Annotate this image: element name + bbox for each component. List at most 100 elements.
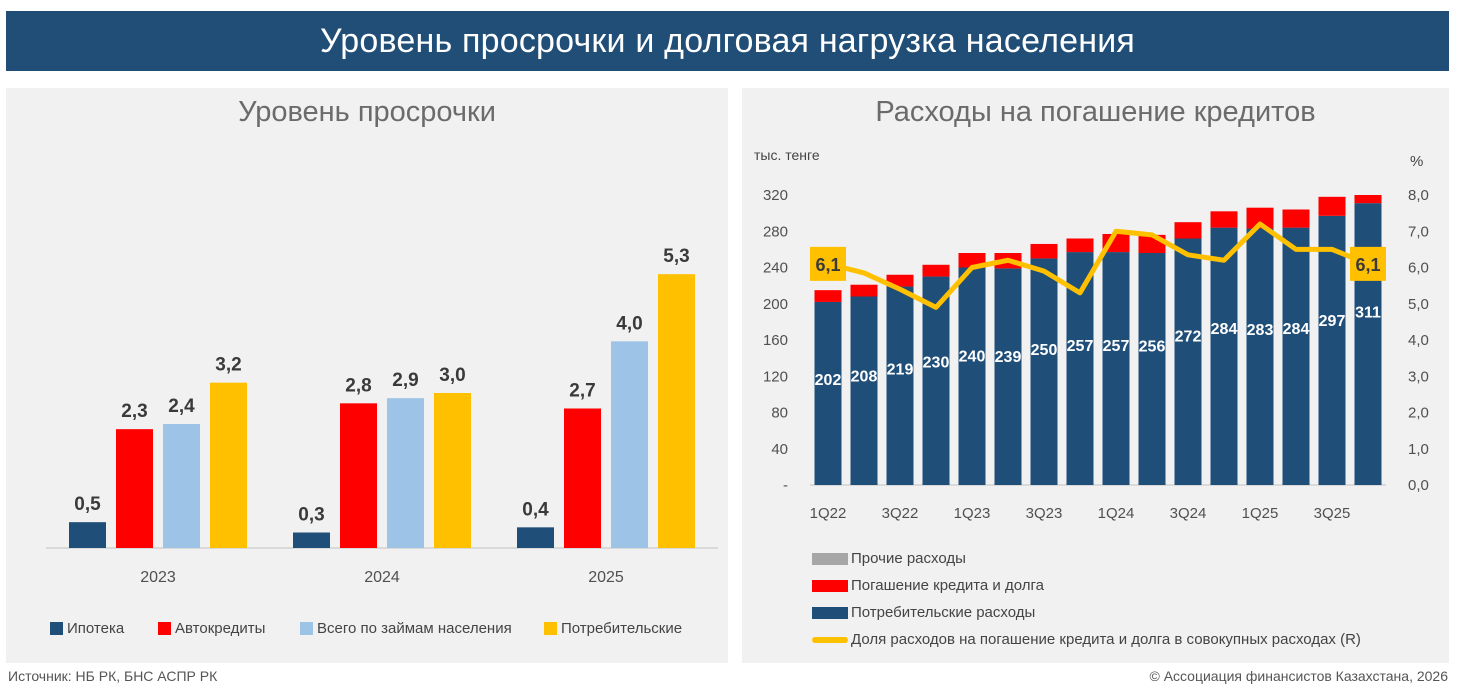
overdue-chart: 0,5 2,3 2,4 3,2 2023 0,3 2,8 2,9 3,0 2024 0,4 2,7 4,… [46, 246, 718, 586]
bar-2024-3 [434, 393, 471, 548]
y-tick-left: - [783, 477, 788, 494]
legend-label: Всего по займам населения [317, 620, 512, 637]
page-title: Уровень просрочки и долговая нагрузка на… [319, 21, 1135, 60]
bar-debt-4Q22 [922, 264, 950, 277]
bar-2024-2 [387, 398, 424, 548]
data-label: 0,4 [522, 499, 549, 520]
data-label: 2,4 [168, 396, 195, 417]
legend-swatch-total [300, 622, 313, 635]
bar-consumer-2Q25 [1282, 227, 1310, 485]
legend-item-mortgage: Ипотека [50, 620, 124, 637]
bar-debt-4Q25 [1354, 195, 1382, 204]
bar-debt-3Q23 [1030, 243, 1058, 259]
x-tick-label: 1Q25 [1242, 505, 1279, 522]
bar-debt-1Q25 [1246, 207, 1274, 229]
y-tick-right: 3,0 [1408, 368, 1429, 385]
y-tick-left: 280 [763, 223, 788, 240]
bar-consumer-3Q22 [886, 286, 914, 485]
legend-item-consumer-spending: Потребительские расходы [812, 604, 1035, 621]
bar-value-label: 219 [887, 361, 914, 378]
y-tick-left: 200 [763, 296, 788, 313]
y-tick-right: 0,0 [1408, 477, 1429, 494]
y-tick-left: 240 [763, 260, 788, 277]
x-tick-label: 2024 [364, 569, 400, 586]
bar-consumer-1Q24 [1102, 252, 1130, 485]
bar-debt-1Q22 [814, 290, 842, 302]
bar-consumer-2Q24 [1138, 253, 1166, 485]
page-header: Уровень просрочки и долговая нагрузка на… [6, 11, 1449, 71]
bar-2023-0 [69, 522, 106, 548]
legend-label: Потребительские расходы [851, 604, 1036, 621]
bar-value-label: 257 [1067, 338, 1094, 355]
data-label: 0,5 [74, 494, 101, 515]
bar-value-label: 297 [1319, 313, 1346, 330]
repayment-chart: тыс. тенге % - 40 80 120 160 200 240 280 320 0,0 1,0… [754, 147, 1429, 522]
legend-item-debt: Погашение кредита и долга [812, 577, 1044, 594]
bar-debt-3Q25 [1318, 196, 1346, 216]
x-tick-label: 3Q25 [1314, 505, 1351, 522]
legend-label: Погашение кредита и долга [851, 577, 1044, 594]
x-tick-label: 1Q24 [1098, 505, 1135, 522]
bar-2023-1 [116, 429, 153, 548]
bar-debt-4Q24 [1210, 211, 1238, 228]
legend-swatch-consumer-spending [812, 606, 848, 619]
y-tick-left: 320 [763, 187, 788, 204]
bar-consumer-1Q25 [1246, 228, 1274, 485]
bar-consumer-3Q23 [1030, 258, 1058, 485]
y-axis-title-right: % [1410, 153, 1423, 170]
bar-consumer-3Q24 [1174, 238, 1202, 485]
bar-2025-1 [564, 408, 601, 548]
data-label: 5,3 [663, 246, 689, 267]
x-tick-label: 1Q23 [954, 505, 991, 522]
legend-item-share-line: Доля расходов на погашение кредита и дол… [812, 631, 1361, 648]
bar-value-label: 240 [959, 348, 986, 365]
legend-label: Доля расходов на погашение кредита и дол… [851, 631, 1361, 648]
y-tick-right: 6,0 [1408, 260, 1429, 277]
bar-consumer-2Q23 [994, 268, 1022, 485]
bar-debt-3Q24 [1174, 222, 1202, 239]
x-tick-label: 1Q22 [810, 505, 847, 522]
bar-consumer-4Q25 [1354, 203, 1382, 485]
data-label: 2,7 [569, 381, 595, 402]
bar-consumer-4Q22 [922, 276, 950, 485]
bar-value-label: 256 [1139, 339, 1166, 356]
bar-value-label: 250 [1031, 342, 1058, 359]
bar-debt-2Q25 [1282, 209, 1310, 228]
y-tick-right: 1,0 [1408, 441, 1429, 458]
source-note: Источник: НБ РК, БНС АСПР РК [8, 668, 218, 684]
share-line [827, 221, 1369, 310]
callout-label: 6,1 [815, 255, 840, 275]
y-tick-left: 40 [771, 441, 788, 458]
bar-2025-3 [658, 274, 695, 548]
bar-2024-1 [340, 403, 377, 548]
overdue-chart-panel: Уровень просрочки 0,5 2,3 2,4 3,2 2023 0,3 2,8… [6, 88, 728, 663]
y-tick-right: 4,0 [1408, 332, 1429, 349]
legend-swatch-share-line [812, 636, 848, 643]
y-tick-right: 8,0 [1408, 187, 1429, 204]
y-tick-left: 80 [771, 405, 788, 422]
x-tick-label: 3Q24 [1170, 505, 1207, 522]
bar-consumer-4Q24 [1210, 227, 1238, 485]
repayment-chart-panel: Расходы на погашение кредитов тыс. тенге… [742, 88, 1449, 663]
bar-debt-3Q22 [886, 274, 914, 287]
y-tick-right: 2,0 [1408, 405, 1429, 422]
data-label: 2,9 [392, 370, 418, 391]
bar-consumer-3Q25 [1318, 215, 1346, 485]
bar-value-label: 284 [1211, 321, 1238, 338]
bar-debt-4Q23 [1066, 238, 1094, 253]
legend-label: Ипотека [67, 620, 125, 637]
repayment-chart-title: Расходы на погашение кредитов [875, 96, 1316, 128]
legend-swatch-consumer [544, 622, 557, 635]
bar-2025-2 [611, 341, 648, 548]
x-tick-label: 3Q22 [882, 505, 919, 522]
y-axis-title-left: тыс. тенге [754, 147, 820, 163]
x-tick-label: 2025 [588, 569, 624, 586]
legend-swatch-other [812, 552, 848, 565]
copyright-note: © Ассоциация финансистов Казахстана, 202… [1149, 668, 1448, 684]
y-tick-right: 7,0 [1408, 223, 1429, 240]
y-tick-right: 5,0 [1408, 296, 1429, 313]
x-tick-label: 2023 [140, 569, 176, 586]
y-tick-left: 160 [763, 332, 788, 349]
data-label: 4,0 [616, 313, 642, 334]
legend-swatch-mortgage [50, 622, 63, 635]
